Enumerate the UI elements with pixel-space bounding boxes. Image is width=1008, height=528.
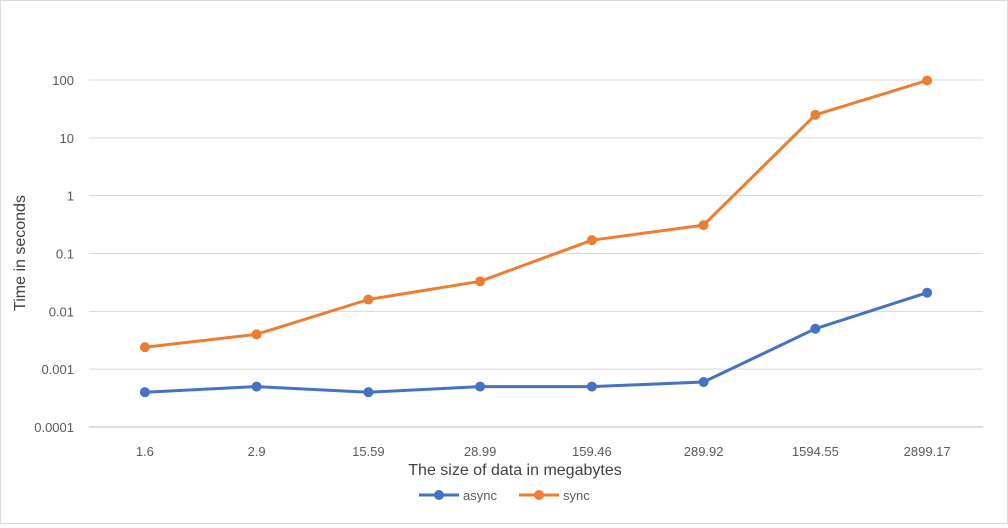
legend-swatch-marker: [434, 490, 444, 500]
data-point-async: [922, 287, 933, 298]
y-tick-label: 10: [60, 131, 74, 146]
data-point-sync: [810, 109, 821, 120]
data-point-async: [586, 381, 597, 392]
x-tick-label: 15.59: [352, 444, 385, 459]
data-point-sync: [251, 329, 262, 340]
y-tick-label: 0.1: [56, 247, 74, 262]
x-tick-label: 1594.55: [792, 444, 839, 459]
y-tick-label: 0.001: [41, 362, 74, 377]
y-tick-labels: 0.0001 0.001 0.01 0.1 1 10 100: [34, 73, 74, 435]
data-point-async: [139, 387, 150, 398]
x-axis-title: The size of data in megabytes: [408, 462, 621, 479]
data-point-async: [698, 376, 709, 387]
data-point-sync: [139, 342, 150, 353]
x-tick-label: 2899.17: [904, 444, 951, 459]
data-point-sync: [586, 235, 597, 246]
data-point-async: [251, 381, 262, 392]
y-tick-label: 1: [67, 189, 74, 204]
x-tick-label: 28.99: [464, 444, 497, 459]
x-tick-label: 1.6: [136, 444, 154, 459]
legend-item-sync: sync: [519, 488, 590, 503]
y-tick-label: 0.0001: [34, 420, 74, 435]
y-axis-title: Time in seconds: [12, 195, 29, 311]
gridlines: [89, 79, 983, 428]
data-point-async: [475, 381, 486, 392]
x-tick-labels: 1.6 2.9 15.59 28.99 159.46 289.92 1594.55 2899.…: [136, 444, 951, 459]
data-point-sync: [363, 294, 374, 305]
data-point-async: [363, 387, 374, 398]
series-sync: [139, 75, 933, 353]
data-point-sync: [698, 220, 709, 231]
legend-label: sync: [563, 488, 590, 503]
y-tick-label: 100: [52, 73, 74, 88]
series-async: [139, 287, 933, 398]
legend-item-async: async: [419, 488, 497, 503]
data-point-sync: [922, 75, 933, 86]
series-lines: [139, 75, 933, 398]
data-point-async: [810, 323, 821, 334]
legend-label: async: [463, 488, 497, 503]
x-tick-label: 289.92: [684, 444, 724, 459]
x-tick-label: 159.46: [572, 444, 612, 459]
series-line-async: [143, 291, 929, 394]
legend-swatch-marker: [534, 490, 544, 500]
y-tick-label: 0.01: [49, 304, 74, 319]
legend: async sync: [419, 488, 590, 503]
x-tick-label: 2.9: [248, 444, 266, 459]
data-point-sync: [475, 276, 486, 287]
series-line-sync: [143, 79, 929, 349]
